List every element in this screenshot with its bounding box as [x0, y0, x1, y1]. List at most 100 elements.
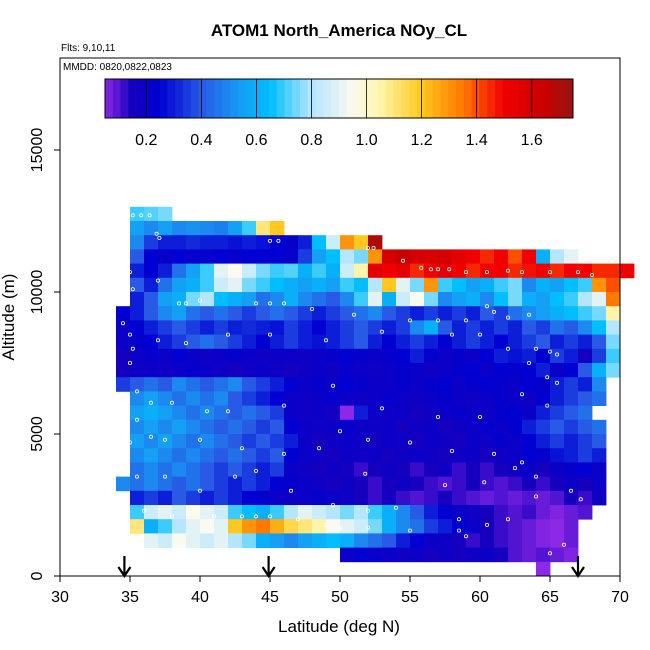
- sample-point: [365, 245, 370, 250]
- heatmap-cell: [256, 462, 271, 477]
- heatmap-cell: [298, 235, 313, 250]
- heatmap-cell: [186, 221, 201, 236]
- colorbar-segment: [253, 79, 262, 118]
- heatmap-cell: [116, 334, 131, 350]
- heatmap-cell: [536, 405, 551, 421]
- x-tick-label: 70: [611, 589, 629, 606]
- heatmap-cell: [606, 348, 621, 364]
- heatmap-cell: [452, 505, 467, 520]
- heatmap-cell: [410, 505, 425, 520]
- heatmap-cell: [466, 277, 481, 293]
- heatmap-cell: [494, 263, 509, 279]
- sample-point: [365, 437, 370, 442]
- heatmap-cell: [200, 221, 215, 236]
- heatmap-cell: [424, 292, 439, 307]
- heatmap-cell: [214, 462, 229, 477]
- colorbar: 0.2 0.4 0.6 0.8 1.0 1.2 1.4 1.6: [104, 78, 574, 149]
- sample-point: [323, 522, 328, 527]
- sample-point: [482, 480, 487, 485]
- heatmap-cell: [494, 434, 509, 449]
- heatmap-cell: [480, 363, 495, 378]
- heatmap-cell: [256, 377, 271, 392]
- heatmap-cell: [452, 391, 467, 406]
- heatmap-cell: [564, 547, 579, 563]
- heatmap-cell: [396, 348, 411, 364]
- colorbar-segment: [393, 79, 402, 118]
- heatmap-cell: [410, 334, 425, 350]
- heatmap-cell: [396, 490, 411, 506]
- heatmap-cell: [564, 263, 579, 279]
- sample-point: [253, 514, 258, 519]
- heatmap-cell: [592, 334, 607, 350]
- heatmap-cell: [508, 363, 523, 378]
- sample-point: [134, 417, 139, 422]
- sample-point: [545, 375, 550, 380]
- colorbar-segment: [261, 79, 270, 118]
- sample-point: [139, 213, 144, 218]
- colorbar-segment: [136, 79, 145, 118]
- sample-point: [155, 278, 160, 283]
- heatmap-cell: [298, 363, 313, 378]
- heatmap-cell: [228, 519, 243, 534]
- heatmap-cell: [480, 476, 495, 492]
- heatmap-cell: [130, 419, 145, 435]
- heatmap-cell: [396, 476, 411, 492]
- heatmap-cell: [116, 320, 131, 335]
- heatmap-cell: [452, 405, 467, 421]
- heatmap-cell: [298, 434, 313, 449]
- heatmap-cell: [340, 249, 355, 264]
- colorbar-tick-label: 0.4: [190, 132, 212, 149]
- heatmap-cell: [312, 292, 327, 307]
- heatmap-cell: [214, 277, 229, 293]
- heatmap-cell: [270, 320, 285, 335]
- heatmap-cell: [480, 405, 495, 421]
- heatmap-cell: [592, 490, 607, 506]
- heatmap-cell: [410, 263, 425, 279]
- heatmap-cell: [354, 448, 369, 463]
- heatmap-cell: [424, 306, 439, 321]
- heatmap-cell: [452, 292, 467, 307]
- sample-point: [197, 488, 202, 493]
- colorbar-segment: [206, 79, 215, 118]
- heatmap-cell: [214, 292, 229, 307]
- heatmap-cell: [494, 533, 509, 548]
- heatmap-cell: [130, 448, 145, 463]
- heatmap-cell: [564, 320, 579, 335]
- heatmap-cell: [536, 277, 551, 293]
- heatmap-cell: [256, 419, 271, 435]
- heatmap-cell: [130, 348, 145, 364]
- heatmap-cell: [284, 476, 299, 492]
- heatmap-cell: [186, 377, 201, 392]
- heatmap-cell: [200, 292, 215, 307]
- heatmap-cell: [424, 476, 439, 492]
- heatmap-cell: [130, 363, 145, 378]
- heatmap-cell: [354, 505, 369, 520]
- sample-point: [527, 360, 532, 365]
- heatmap-cell: [200, 519, 215, 534]
- heatmap-cell: [410, 434, 425, 449]
- heatmap-cell: [522, 434, 537, 449]
- heatmap-cell: [494, 334, 509, 350]
- heatmap-cell: [592, 377, 607, 392]
- heatmap-cell: [228, 263, 243, 279]
- colorbar-segment: [541, 79, 551, 118]
- colorbar-segment: [167, 79, 176, 118]
- colorbar-segment: [151, 79, 161, 118]
- heatmap-cell: [508, 490, 523, 506]
- heatmap-cell: [508, 505, 523, 520]
- colorbar-tick-label: 0.8: [300, 132, 322, 149]
- heatmap-cell: [340, 320, 355, 335]
- heatmap-cell: [256, 221, 271, 236]
- heatmap-cell: [228, 363, 243, 378]
- heatmap-cell: [396, 434, 411, 449]
- heatmap-cell: [592, 363, 607, 378]
- sample-points: [121, 213, 595, 556]
- dates-note: MMDD: 0820,0822,0823: [63, 62, 172, 73]
- heatmap-cell: [578, 448, 593, 463]
- sample-point: [569, 488, 574, 493]
- sample-point: [407, 440, 412, 445]
- heatmap-cell: [536, 263, 551, 279]
- heatmap-cell: [452, 434, 467, 449]
- heatmap-cell: [228, 235, 243, 250]
- heatmap-cell: [382, 263, 397, 279]
